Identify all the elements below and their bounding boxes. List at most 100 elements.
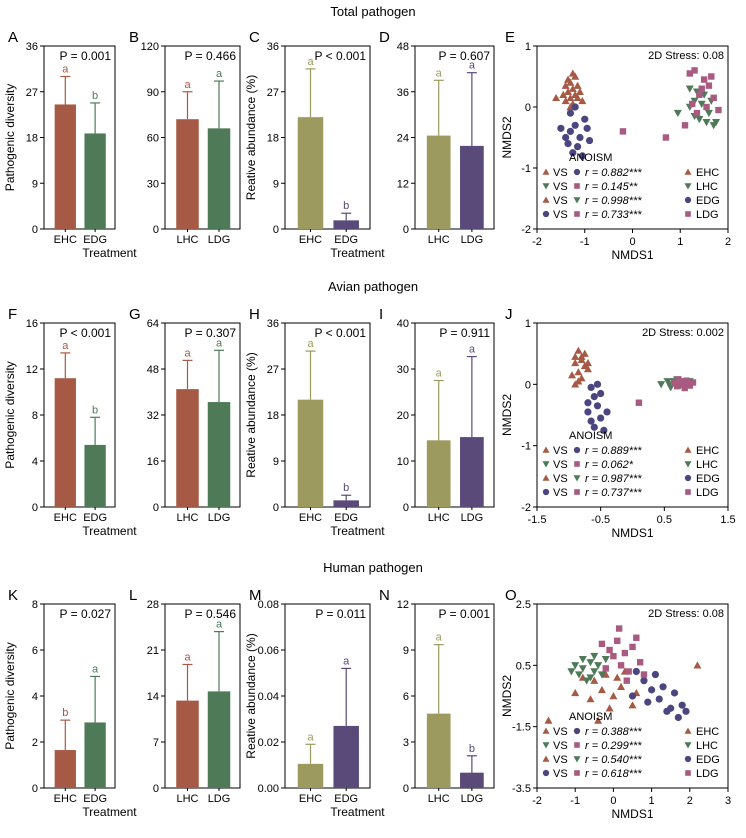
bar-ehc bbox=[297, 399, 324, 507]
x-tick-label: LHC bbox=[428, 793, 450, 805]
marker-ehc bbox=[568, 84, 577, 92]
marker-edg bbox=[603, 408, 611, 416]
p-value: P = 0.546 bbox=[185, 607, 237, 621]
x-axis-label: NMDS1 bbox=[611, 248, 653, 262]
p-value: P = 0.607 bbox=[439, 49, 491, 63]
marker-ldg bbox=[610, 652, 617, 660]
bar-edg bbox=[333, 725, 359, 788]
bar-ldg bbox=[460, 145, 484, 229]
x-tick-label: LDG bbox=[461, 793, 484, 805]
x-tick-label: EDG bbox=[83, 793, 107, 805]
vs-label: VS bbox=[553, 445, 568, 457]
marker-edg bbox=[584, 408, 592, 416]
vs-label: VS bbox=[553, 726, 568, 738]
x-tick-label: LHC bbox=[176, 512, 198, 524]
marker-ldg bbox=[574, 742, 580, 748]
y-tick-label: 48 bbox=[147, 364, 159, 376]
section-title-human: Human pathogen bbox=[323, 560, 423, 575]
y-tick-label: 4 bbox=[32, 691, 38, 703]
y-tick-label: 16 bbox=[147, 456, 159, 468]
marker-ehc bbox=[578, 96, 587, 105]
marker-ldg bbox=[625, 668, 632, 675]
sig-letter: a bbox=[436, 368, 443, 380]
p-value: P = 0.011 bbox=[315, 607, 366, 621]
y-tick-label: 0 bbox=[32, 783, 38, 795]
marker-ldg bbox=[615, 625, 623, 632]
marker-ehc bbox=[561, 81, 570, 89]
y-tick-label: 48 bbox=[397, 41, 409, 53]
panel-label: H bbox=[249, 306, 260, 323]
marker-lhc bbox=[542, 461, 550, 468]
marker-ehc bbox=[542, 446, 550, 453]
plot-frame bbox=[536, 322, 729, 508]
y-tick-label: 0 bbox=[403, 783, 409, 795]
legend-ldg: LDG bbox=[696, 209, 719, 221]
bar-lhc bbox=[426, 713, 451, 788]
y-tick-label: 0 bbox=[273, 224, 279, 236]
panel-e: E -2 -1 0 1 2 -2 -1 0 1 NMDS1 NMDS2 2D Stress: 0.08 A… bbox=[500, 29, 731, 262]
marker-ehc bbox=[577, 355, 586, 363]
marker-ehc bbox=[617, 682, 626, 690]
marker-lhc bbox=[573, 475, 581, 482]
x-axis-label: Treatment bbox=[82, 246, 137, 260]
marker-edg bbox=[684, 755, 692, 763]
bar-ldg bbox=[207, 691, 231, 788]
marker-edg bbox=[564, 140, 572, 148]
marker-lhc bbox=[573, 756, 581, 763]
bar-edg bbox=[333, 500, 359, 507]
sig-letter: b bbox=[92, 404, 98, 416]
y-tick-label: 8 bbox=[32, 599, 38, 611]
sig-letter: a bbox=[184, 651, 191, 663]
y-tick-label: 0 bbox=[153, 502, 159, 514]
anoism-r: r = 0.733*** bbox=[585, 209, 642, 221]
y-tick-label: 4 bbox=[32, 456, 38, 468]
marker-ldg bbox=[678, 378, 686, 386]
sig-letter: a bbox=[92, 663, 99, 675]
marker-ehc bbox=[564, 87, 573, 95]
vs-label: VS bbox=[553, 740, 568, 752]
marker-ehc bbox=[574, 377, 583, 385]
legend-edg: EDG bbox=[696, 195, 720, 207]
y-tick-label: 9 bbox=[32, 178, 38, 190]
y-tick-label: 10 bbox=[397, 456, 409, 468]
p-value: P < 0.001 bbox=[60, 326, 112, 340]
marker-ehc bbox=[628, 701, 637, 709]
vs-label: VS bbox=[553, 754, 568, 766]
anoism-r: r = 0.889*** bbox=[585, 445, 642, 457]
anoism-r: r = 0.388*** bbox=[585, 726, 642, 738]
anoism-r: r = 0.540*** bbox=[585, 754, 642, 766]
anoism-r: r = 0.145** bbox=[585, 181, 638, 193]
marker-ldg bbox=[574, 183, 580, 189]
marker-ehc bbox=[559, 90, 568, 98]
bar-lhc bbox=[426, 135, 451, 229]
marker-ldg bbox=[621, 649, 629, 657]
x-tick-label: LHC bbox=[428, 234, 450, 246]
marker-ehc bbox=[601, 670, 610, 678]
marker-lhc bbox=[575, 671, 584, 679]
marker-edg bbox=[628, 692, 637, 700]
marker-ehc bbox=[552, 93, 561, 102]
y-tick-label: 18 bbox=[26, 133, 38, 145]
x-tick-label: EHC bbox=[299, 234, 322, 246]
bar-lhc bbox=[176, 119, 199, 229]
marker-ldg bbox=[693, 109, 701, 117]
marker-ldg bbox=[623, 677, 630, 684]
y-tick-label: 0 bbox=[273, 502, 279, 514]
panel-label: B bbox=[129, 29, 139, 46]
sig-letter: a bbox=[62, 64, 69, 76]
y-tick-label: 40 bbox=[397, 318, 409, 330]
y-axis-label: Reative abundance (%) bbox=[244, 352, 258, 477]
sig-letter: a bbox=[216, 337, 223, 349]
anoism-r: r = 0.299*** bbox=[585, 740, 642, 752]
marker-edg bbox=[576, 133, 584, 142]
x-tick-label: -1 bbox=[580, 236, 590, 248]
marker-lhc bbox=[567, 668, 576, 676]
marker-ehc bbox=[542, 727, 550, 734]
marker-ldg bbox=[708, 73, 715, 80]
y-tick-label: 0.02 bbox=[258, 737, 279, 749]
y-tick-label: 18 bbox=[267, 133, 279, 145]
y-tick-label: 20 bbox=[397, 410, 409, 422]
y-axis-label: Reative abundance (%) bbox=[244, 75, 258, 200]
x-tick-label: 1 bbox=[649, 795, 655, 807]
